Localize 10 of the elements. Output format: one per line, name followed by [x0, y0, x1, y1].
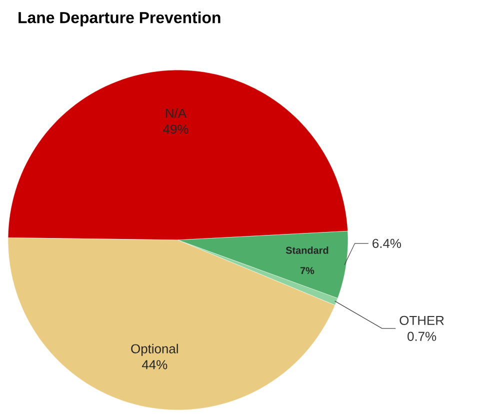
text: Standard	[286, 246, 328, 254]
data-label: 49%	[163, 124, 188, 134]
chart-title: Lane Departure Prevention	[18, 12, 220, 26]
slice-label: Optional	[131, 344, 178, 356]
text: 7%	[300, 267, 314, 274]
data-label: 0.7%	[408, 332, 436, 341]
slice-label: OTHER	[400, 316, 444, 326]
slice-label: N/A	[166, 108, 187, 118]
data-label: 44%	[142, 360, 168, 370]
data-label: 6.4%	[372, 238, 401, 248]
